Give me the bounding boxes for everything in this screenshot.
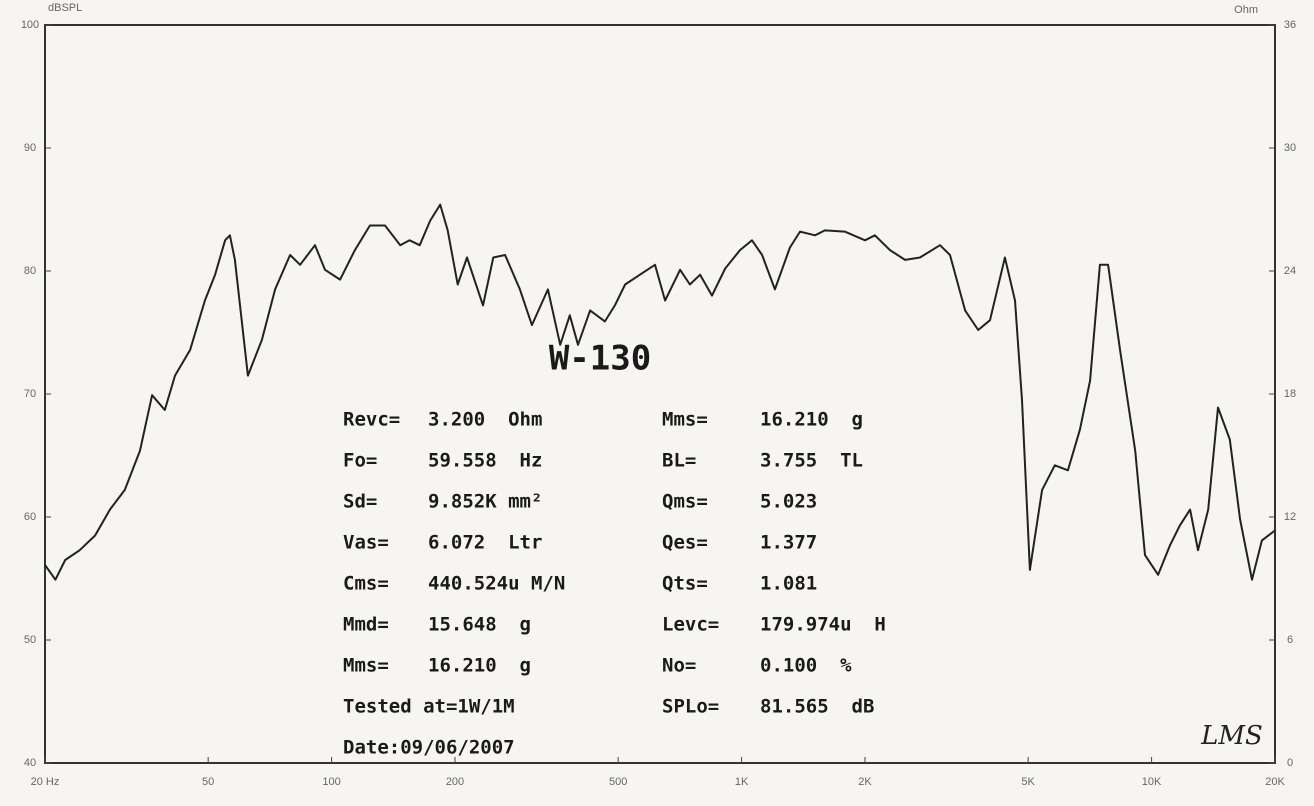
param-label: Vas= xyxy=(343,532,389,554)
plot-frame xyxy=(44,24,1276,764)
param-label: Levc= xyxy=(662,614,719,636)
x-tick-label: 50 xyxy=(202,776,214,788)
y2-tick-label: 12 xyxy=(1284,511,1296,523)
x-tick-label: 10K xyxy=(1142,776,1162,788)
x-tick-label: 2K xyxy=(858,776,872,788)
x-tick-label: 200 xyxy=(446,776,464,788)
y2-tick-label: 24 xyxy=(1284,265,1296,277)
param-value: 15.648 g xyxy=(428,614,531,636)
param-label: SPLo= xyxy=(662,696,719,718)
param-value: 440.524u M/N xyxy=(428,573,565,595)
param-label: Mmd= xyxy=(343,614,389,636)
y-tick-label: 50 xyxy=(24,634,36,646)
param-label: Mms= xyxy=(662,409,708,431)
param-label: No= xyxy=(662,655,696,677)
x-tick-label: 20 Hz xyxy=(31,776,60,788)
param-label: Mms= xyxy=(343,655,389,677)
param-value: 1.377 xyxy=(760,532,817,554)
y-tick-label: 90 xyxy=(24,142,36,154)
spl-line xyxy=(44,203,1276,581)
param-value: 1.081 xyxy=(760,573,817,595)
note: Date:09/06/2007 xyxy=(343,737,515,759)
param-value: 6.072 Ltr xyxy=(428,532,542,554)
param-value: 81.565 dB xyxy=(760,696,874,718)
param-label: BL= xyxy=(662,450,696,472)
x-tick-label: 500 xyxy=(609,776,627,788)
param-value: 16.210 g xyxy=(760,409,863,431)
y-tick-label: 80 xyxy=(24,265,36,277)
chart-title: W-130 xyxy=(549,339,651,379)
param-value: 0.100 % xyxy=(760,655,852,677)
y2-tick-label: 0 xyxy=(1287,757,1293,769)
signature: LMS xyxy=(1200,721,1263,751)
y2-tick-label: 18 xyxy=(1284,388,1296,400)
y2-tick-label: 6 xyxy=(1287,634,1293,646)
param-value: 5.023 xyxy=(760,491,817,513)
y-tick-label: 100 xyxy=(21,19,39,31)
param-label: Qts= xyxy=(662,573,708,595)
param-label: Revc= xyxy=(343,409,400,431)
param-value: 179.974u H xyxy=(760,614,886,636)
x-tick-label: 5K xyxy=(1021,776,1035,788)
y-tick-label: 60 xyxy=(24,511,36,523)
y2-axis-label: Ohm xyxy=(1234,4,1258,16)
param-value: 9.852K mm² xyxy=(428,491,542,513)
y-tick-label: 70 xyxy=(24,388,36,400)
x-tick-label: 20K xyxy=(1265,776,1285,788)
param-label: Fo= xyxy=(343,450,377,472)
y2-tick-label: 30 xyxy=(1284,142,1296,154)
x-tick-label: 100 xyxy=(322,776,340,788)
y-axis-label: dBSPL xyxy=(48,2,82,14)
param-value: 16.210 g xyxy=(428,655,531,677)
param-label: Qes= xyxy=(662,532,708,554)
param-label: Sd= xyxy=(343,491,377,513)
y-tick-label: 40 xyxy=(24,757,36,769)
param-label: Cms= xyxy=(343,573,389,595)
param-value: 3.200 Ohm xyxy=(428,409,542,431)
param-value: 3.755 TL xyxy=(760,450,863,472)
param-value: 59.558 Hz xyxy=(428,450,542,472)
x-tick-label: 1K xyxy=(735,776,749,788)
param-label: Qms= xyxy=(662,491,708,513)
y2-tick-label: 36 xyxy=(1284,19,1296,31)
note: Tested at=1W/1M xyxy=(343,696,515,718)
